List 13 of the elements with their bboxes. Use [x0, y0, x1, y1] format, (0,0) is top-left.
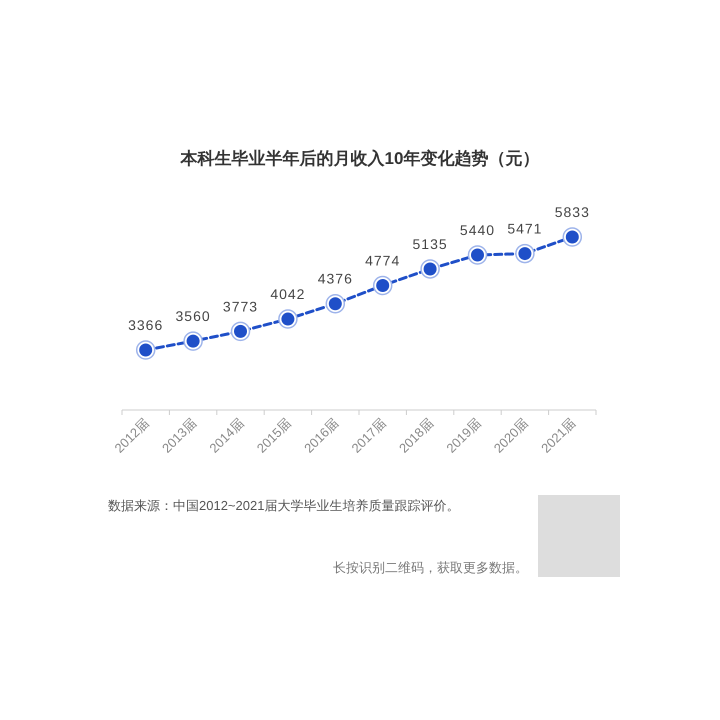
- data-label: 3366: [128, 317, 164, 333]
- source-note: 数据来源：中国2012~2021届大学毕业生培养质量跟踪评价。: [108, 498, 460, 513]
- data-label: 3773: [222, 298, 258, 314]
- data-label: 4376: [318, 270, 353, 287]
- data-label: 4774: [365, 252, 400, 269]
- data-label: 5135: [412, 236, 448, 252]
- data-label: 4042: [270, 286, 306, 302]
- data-label: 5833: [554, 204, 590, 220]
- data-label: 5440: [460, 222, 496, 238]
- data-label: 3560: [176, 308, 211, 324]
- data-label: 5471: [507, 220, 542, 237]
- chart-title: 本科生毕业半年后的月收入10年变化趋势（元）: [180, 149, 540, 168]
- text: 长按识别二维码，获取更多数据。: [333, 560, 528, 575]
